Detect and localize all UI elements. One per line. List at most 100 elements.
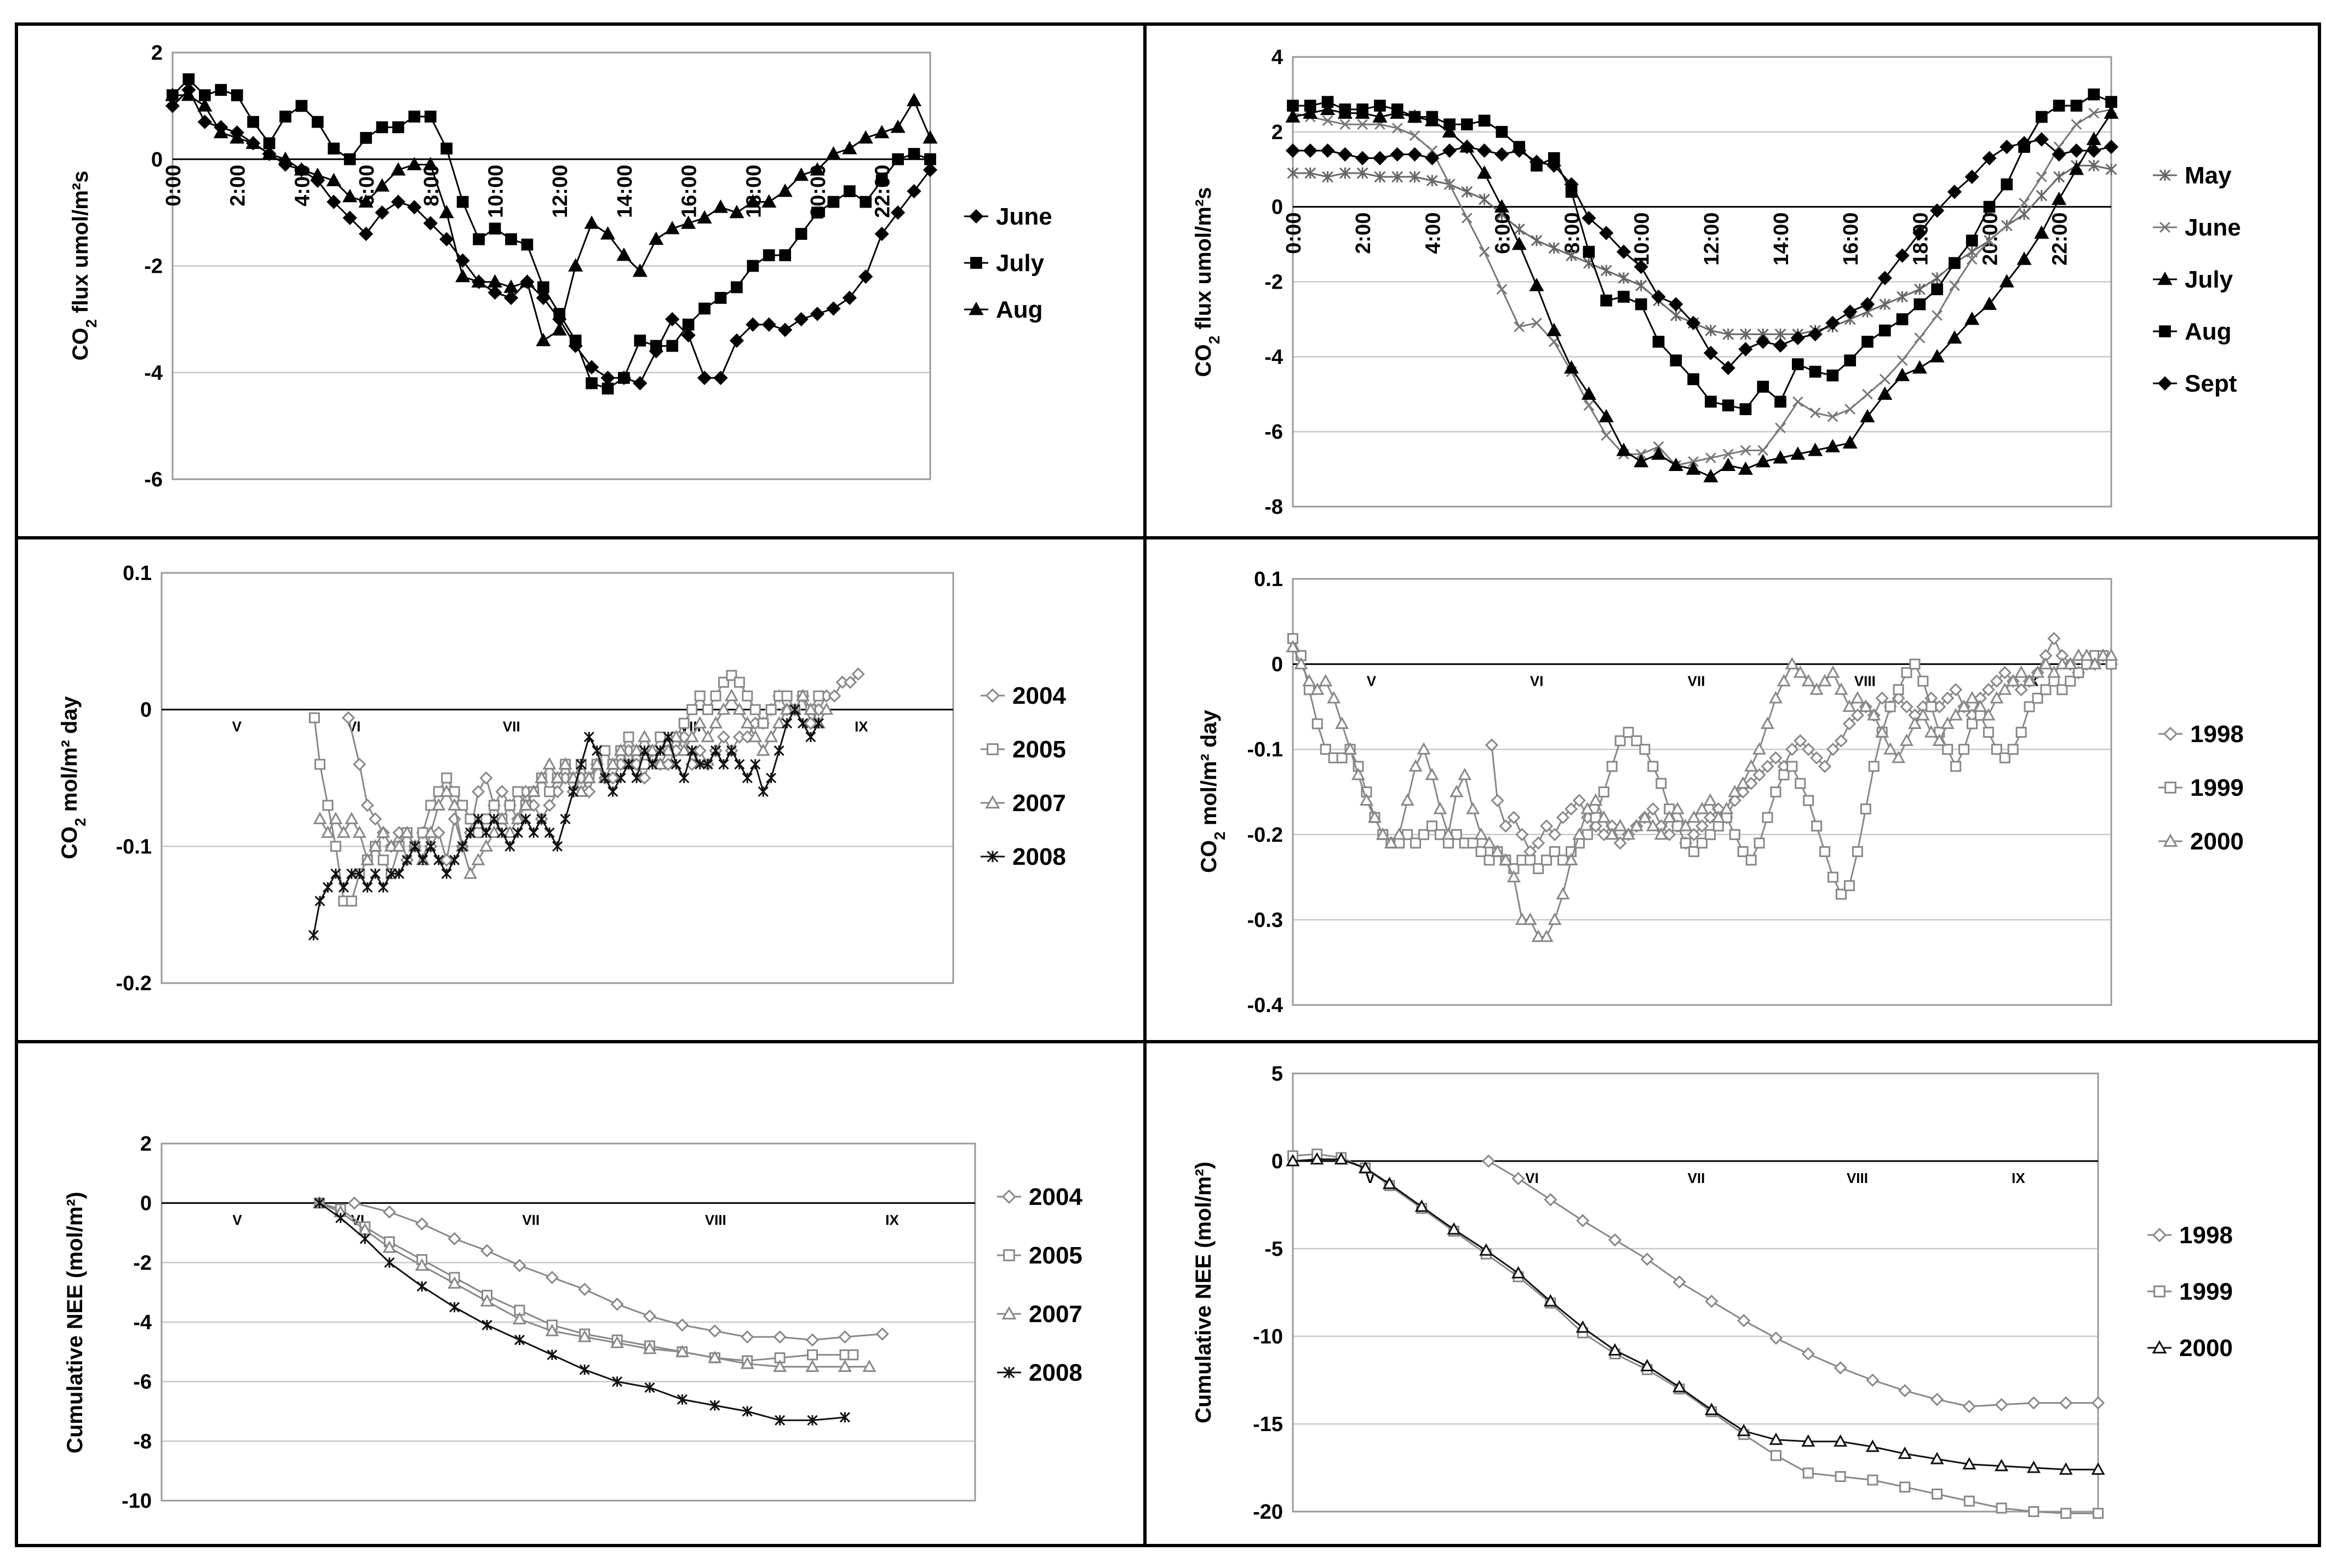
data-point — [343, 153, 356, 165]
data-point — [2093, 1508, 2104, 1519]
data-point — [335, 1213, 346, 1224]
data-point — [1947, 330, 1962, 344]
y-tick-label: 2 — [140, 1133, 152, 1156]
data-point — [1548, 242, 1560, 254]
data-point — [362, 882, 373, 893]
data-point — [710, 690, 721, 702]
data-point — [695, 759, 706, 770]
legend-label: July — [2185, 266, 2233, 293]
data-point — [1851, 708, 1864, 722]
data-point — [1834, 1361, 1847, 1375]
data-point — [1705, 395, 1717, 408]
data-point — [1983, 727, 1994, 738]
data-point — [1879, 374, 1890, 385]
data-point — [710, 745, 721, 756]
data-point — [480, 827, 492, 838]
data-point — [820, 702, 834, 715]
data-point — [1647, 761, 1659, 772]
data-point — [765, 704, 777, 715]
data-point — [746, 317, 760, 332]
data-point — [1842, 435, 1858, 449]
data-point — [632, 263, 648, 277]
data-point — [1479, 1243, 1493, 1256]
data-point — [1859, 699, 1873, 712]
legend-marker — [2152, 1227, 2167, 1243]
data-point — [341, 711, 356, 725]
legend-entry: 2000 — [2147, 1335, 2233, 1362]
data-point — [1680, 837, 1692, 849]
data-point — [1769, 1432, 1783, 1445]
data-point — [370, 868, 381, 879]
data-point — [2091, 1396, 2105, 1410]
data-point — [512, 1312, 526, 1325]
data-point — [197, 98, 213, 112]
data-point — [1686, 315, 1701, 330]
x-tick-label: 8:00 — [1561, 212, 1584, 254]
data-point — [408, 111, 421, 123]
data-point — [1459, 140, 1474, 154]
data-point — [1818, 674, 1832, 687]
data-point — [480, 1244, 494, 1257]
data-point — [1756, 334, 1771, 349]
legend-marker — [2153, 1285, 2165, 1297]
data-point — [320, 825, 335, 838]
data-point — [1901, 667, 1912, 679]
data-point — [1825, 439, 1840, 452]
data-point — [1844, 404, 1856, 415]
data-point — [647, 759, 658, 770]
data-point — [215, 84, 227, 96]
data-point — [732, 702, 747, 715]
data-point — [795, 688, 810, 702]
data-point — [813, 690, 824, 702]
data-point — [505, 233, 517, 245]
data-point — [1498, 853, 1513, 865]
data-point — [1819, 846, 1831, 857]
data-point — [352, 825, 366, 838]
data-point — [634, 334, 646, 347]
data-point — [384, 1257, 395, 1268]
data-point — [590, 757, 604, 770]
data-point — [440, 853, 454, 867]
data-point — [1866, 1373, 1880, 1387]
y-axis-label: CO2 flux umol/m²s — [1191, 187, 1223, 377]
data-point — [1496, 125, 1508, 138]
y-tick-label: 0.1 — [123, 562, 152, 585]
data-point — [1949, 280, 1960, 291]
data-point — [2053, 141, 2065, 153]
y-tick-label: -0.1 — [116, 835, 152, 858]
y-tick-label: 0 — [1271, 196, 1283, 219]
data-point — [1339, 167, 1351, 179]
series-Sept — [1285, 132, 2119, 375]
data-point — [1722, 399, 1734, 412]
data-point — [377, 854, 389, 866]
data-point — [1442, 143, 1457, 158]
data-point — [1737, 846, 1749, 857]
data-point — [1883, 742, 1898, 755]
data-point — [1425, 767, 1439, 780]
data-point — [2087, 143, 2101, 158]
data-point — [623, 759, 634, 770]
legend-entry: 2000 — [2158, 828, 2244, 855]
data-point — [2105, 163, 2117, 175]
legend-label: 1998 — [2190, 721, 2244, 748]
data-point — [681, 328, 696, 343]
data-point — [1826, 743, 1840, 756]
data-point — [322, 882, 334, 893]
data-point — [1843, 880, 1855, 892]
chart-panel-diurnal-2004: 20-2-4-60:00 2:00 4:00 6:00 8:00 10:00 12:00 14… — [68, 42, 1052, 491]
data-point — [1907, 716, 1922, 730]
data-point — [1909, 658, 1921, 670]
data-point — [181, 87, 196, 101]
plot-area-frame — [1292, 1072, 2099, 1513]
data-point — [697, 210, 712, 224]
data-point — [1511, 1266, 1526, 1279]
data-point — [742, 1406, 753, 1417]
data-point — [1695, 819, 1709, 833]
data-point — [2073, 667, 2084, 679]
data-point — [1651, 446, 1666, 460]
legend-entry: 2008 — [981, 843, 1066, 870]
data-point — [858, 130, 873, 144]
data-point — [584, 360, 599, 375]
data-point — [1400, 793, 1414, 806]
data-point — [1861, 336, 1874, 348]
